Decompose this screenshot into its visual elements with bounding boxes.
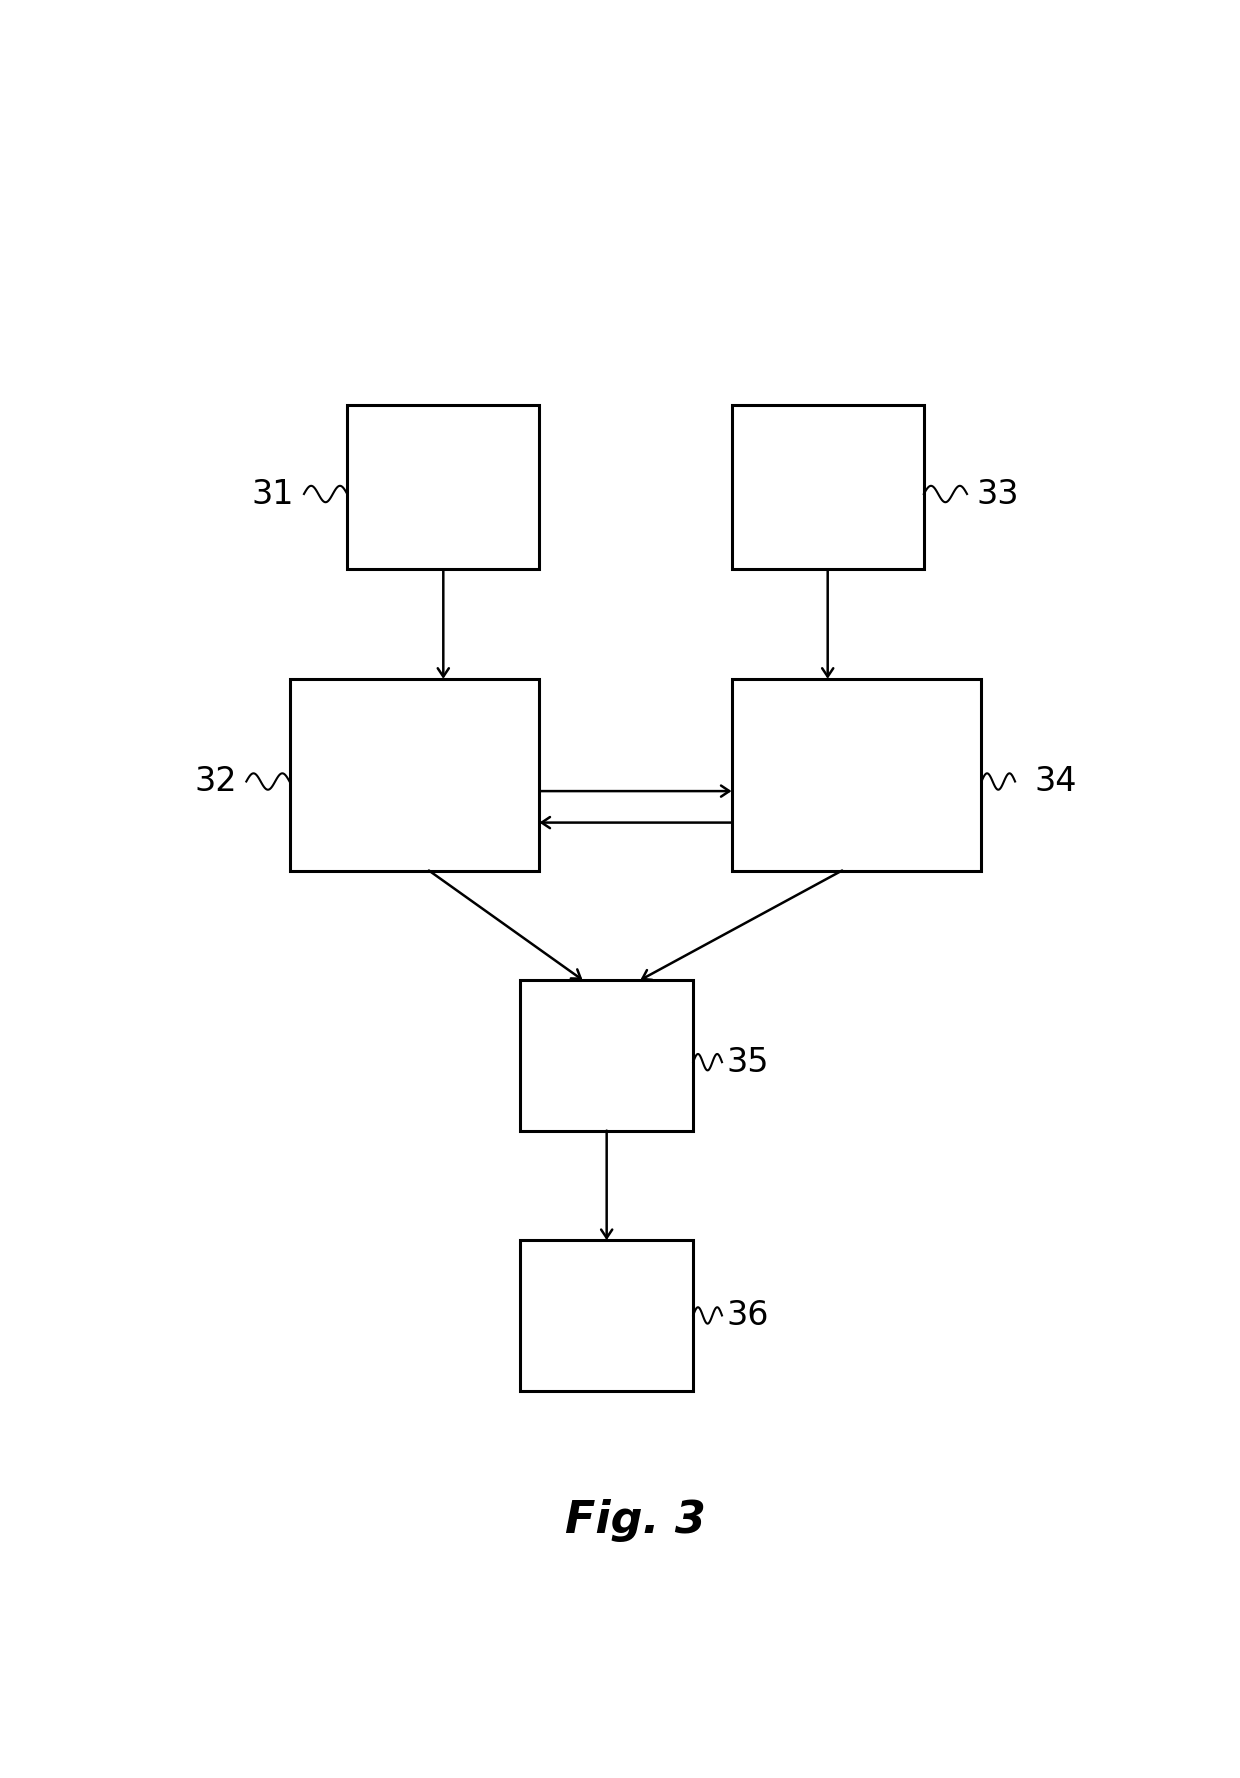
Text: 35: 35 bbox=[727, 1045, 769, 1079]
Text: 36: 36 bbox=[727, 1300, 769, 1332]
Text: Fig. 3: Fig. 3 bbox=[565, 1499, 706, 1542]
Text: 34: 34 bbox=[1034, 765, 1076, 798]
Bar bbox=[732, 405, 924, 569]
Text: 33: 33 bbox=[977, 478, 1019, 510]
Bar bbox=[521, 1241, 693, 1390]
Text: 31: 31 bbox=[252, 478, 294, 510]
Bar bbox=[732, 679, 982, 871]
Bar bbox=[347, 405, 539, 569]
Bar bbox=[521, 980, 693, 1131]
Bar bbox=[290, 679, 539, 871]
Text: 32: 32 bbox=[193, 765, 237, 798]
